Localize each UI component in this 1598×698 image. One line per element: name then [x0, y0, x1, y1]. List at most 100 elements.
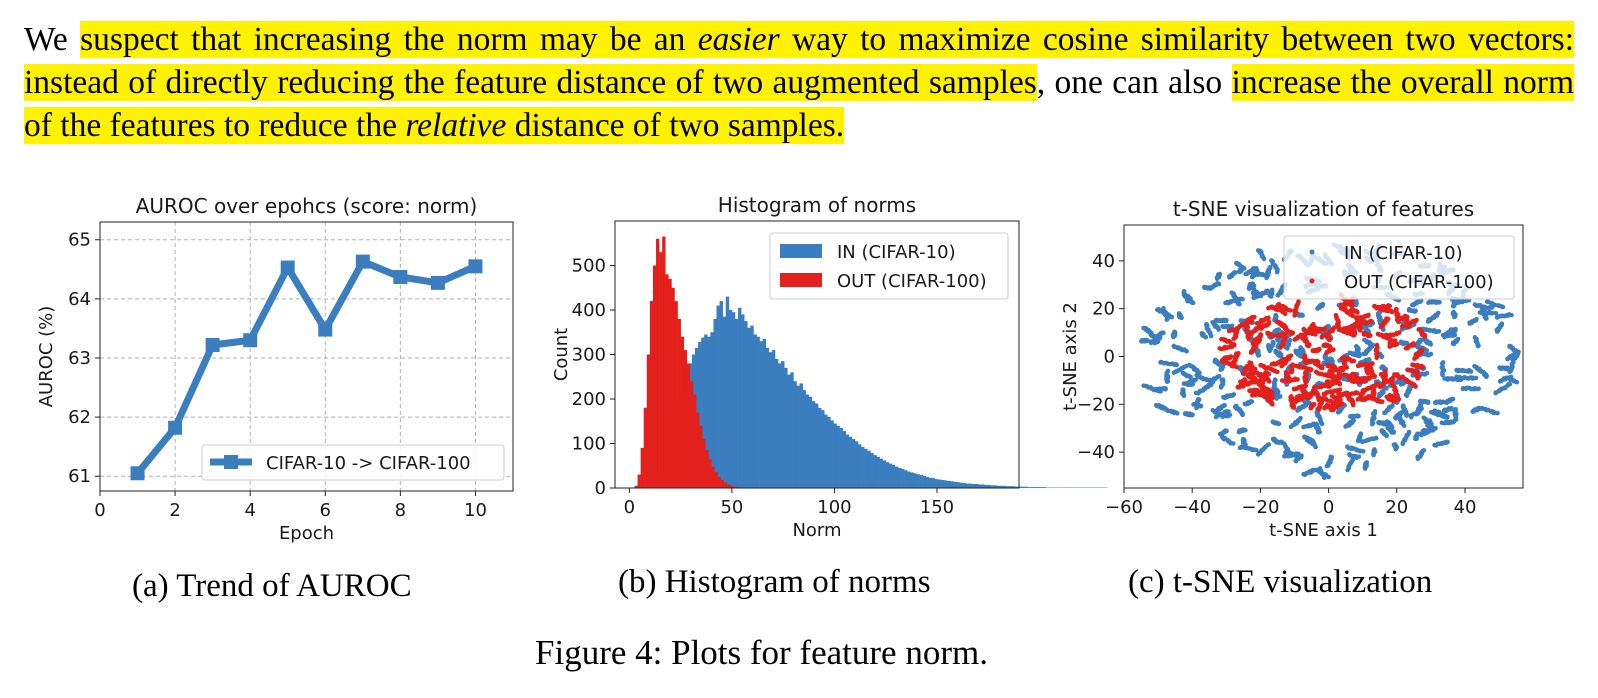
scatter-point [1161, 305, 1166, 311]
histogram-bar [876, 456, 880, 488]
histogram-bar [870, 452, 874, 488]
scatter-point [1396, 330, 1402, 335]
histogram-bar [714, 472, 718, 488]
x-tick-label: 100 [817, 497, 851, 518]
scatter-point [1406, 429, 1412, 435]
histogram-bar [898, 467, 902, 488]
data-marker [393, 269, 408, 284]
scatter-point [1453, 406, 1458, 412]
histogram-bar [781, 361, 785, 488]
histogram-bar [778, 363, 782, 488]
scatter-point [1395, 413, 1401, 418]
histogram-bar [861, 447, 865, 488]
histogram-bar [698, 342, 702, 488]
scatter-point [1172, 329, 1177, 335]
histogram-bar [1002, 485, 1006, 488]
histogram-bar [640, 447, 645, 488]
scatter-point [1313, 422, 1319, 427]
histogram-bar [701, 337, 705, 488]
histogram-bar [925, 476, 930, 488]
x-axis-label: Norm [792, 520, 841, 541]
scatter-point [1219, 336, 1224, 342]
scatter-point [1329, 393, 1335, 399]
chart-title: Histogram of norms [718, 193, 916, 217]
histogram-bar [879, 458, 883, 488]
scatter-point [1159, 330, 1165, 336]
histogram-bar [652, 265, 657, 488]
scatter-point [1244, 364, 1250, 369]
scatter-point [1176, 311, 1182, 316]
scatter-point [1450, 396, 1455, 402]
scatter-point [1234, 260, 1239, 266]
histogram-bar [1036, 487, 1040, 488]
data-marker [130, 466, 145, 481]
scatter-point [1333, 313, 1339, 318]
histogram-bar [1021, 486, 1025, 488]
histogram-bar [842, 431, 847, 488]
scatter-point [1139, 339, 1144, 344]
scatter-point [1217, 271, 1223, 277]
data-marker [243, 333, 258, 348]
scatter-point [1454, 367, 1459, 373]
x-tick-label: 0 [624, 497, 635, 518]
histogram-bar [818, 407, 822, 488]
scatter-point [1302, 353, 1307, 358]
scatter-point [1385, 425, 1391, 430]
scatter-point [1326, 324, 1331, 329]
paragraph-lead: We [24, 21, 68, 58]
histogram-bar [941, 479, 945, 488]
scatter-point [1267, 265, 1273, 270]
histogram-bar [744, 321, 748, 488]
histogram-bar [784, 367, 788, 488]
histogram-bar [787, 374, 791, 488]
scatter-point [1369, 319, 1374, 324]
scatter-point [1288, 394, 1294, 399]
histogram-bar [771, 350, 776, 488]
scatter-point [1158, 360, 1163, 365]
histogram-bar [1011, 486, 1016, 488]
scatter-point [1497, 365, 1502, 370]
histogram-bar [741, 314, 745, 488]
scatter-point [1171, 343, 1177, 349]
scatter-point [1347, 452, 1352, 457]
scatter-point [1242, 427, 1247, 433]
histogram-bar [734, 318, 739, 488]
histogram-bar [901, 468, 905, 488]
scatter-point [1368, 344, 1373, 349]
scatter-point [1442, 376, 1447, 381]
histogram-bar [738, 307, 742, 488]
histogram-bar [974, 483, 979, 488]
histogram-bar [1042, 487, 1046, 488]
scatter-point [1337, 387, 1343, 393]
scatter-point [1216, 281, 1222, 287]
y-axis-label: AUROC (%) [36, 306, 57, 408]
highlight-1: suspect that increasing the norm may be … [24, 21, 1575, 101]
histogram-bar [719, 301, 723, 488]
legend-marker [224, 455, 238, 469]
scatter-point [1504, 375, 1509, 381]
y-tick-label: 100 [572, 434, 606, 455]
scatter-point [1165, 368, 1171, 374]
scatter-point [1249, 399, 1255, 404]
histogram-bar [677, 318, 681, 488]
x-tick-label: 10 [464, 500, 487, 521]
histogram-bar [731, 312, 736, 488]
histogram-bar [836, 425, 840, 488]
scatter-point [1316, 347, 1322, 352]
histogram-bar [814, 403, 819, 488]
scatter-point [1266, 319, 1272, 325]
scatter-point [1324, 402, 1330, 408]
scatter-point [1417, 402, 1423, 408]
paragraph-plain: , one can also [1036, 64, 1223, 101]
histogram-bar [956, 482, 960, 488]
histogram-bar [934, 479, 939, 488]
histogram-bar [722, 316, 727, 488]
scatter-point [1455, 336, 1461, 342]
scatter-point [1246, 372, 1251, 378]
scatter-point [1212, 358, 1218, 363]
data-marker [280, 260, 295, 275]
scatter-point [1229, 323, 1235, 329]
histogram-bar [984, 484, 988, 488]
scatter-point [1273, 312, 1278, 318]
scatter-point [1449, 405, 1454, 411]
